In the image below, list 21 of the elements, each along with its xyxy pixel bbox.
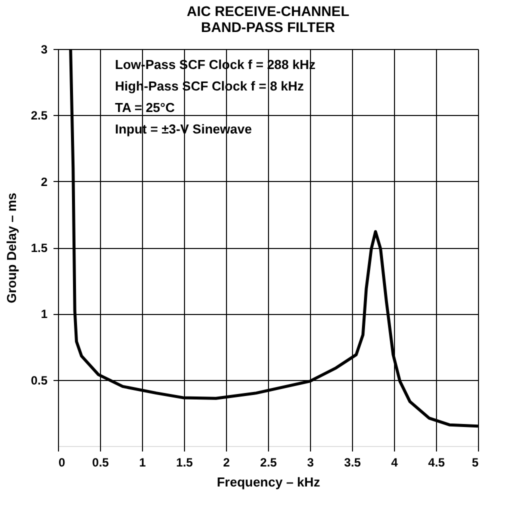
y-tick-label: 3 xyxy=(40,42,48,56)
y-tick-label: 0.5 xyxy=(30,373,48,388)
x-axis-title: Frequency – kHz xyxy=(216,474,321,490)
chart-title: AIC RECEIVE-CHANNEL BAND-PASS FILTER xyxy=(186,3,350,35)
x-tick-label: 2.5 xyxy=(260,456,278,470)
y-tick-label: 2.5 xyxy=(30,108,48,123)
x-tick-label: 3.5 xyxy=(344,456,362,470)
y-tick-label: 2 xyxy=(40,174,48,189)
x-tick-label: 0 xyxy=(58,456,66,470)
x-tick-label: 3 xyxy=(307,456,314,470)
x-tick-label: 4.5 xyxy=(428,456,446,470)
y-tick-label: 1.5 xyxy=(30,241,48,255)
x-tick-label: 5 xyxy=(472,456,479,470)
x-tick-label: 2 xyxy=(223,456,230,470)
x-tick-label: 1.5 xyxy=(176,456,194,470)
x-tick-label: 0.5 xyxy=(92,456,110,470)
x-tick-label: 4 xyxy=(391,456,398,470)
y-tick-label: 1 xyxy=(40,307,48,322)
annotation: TA = 25°C xyxy=(115,100,176,115)
x-tick-label: 1 xyxy=(139,456,146,470)
y-axis-title: Group Delay – ms xyxy=(4,192,19,304)
